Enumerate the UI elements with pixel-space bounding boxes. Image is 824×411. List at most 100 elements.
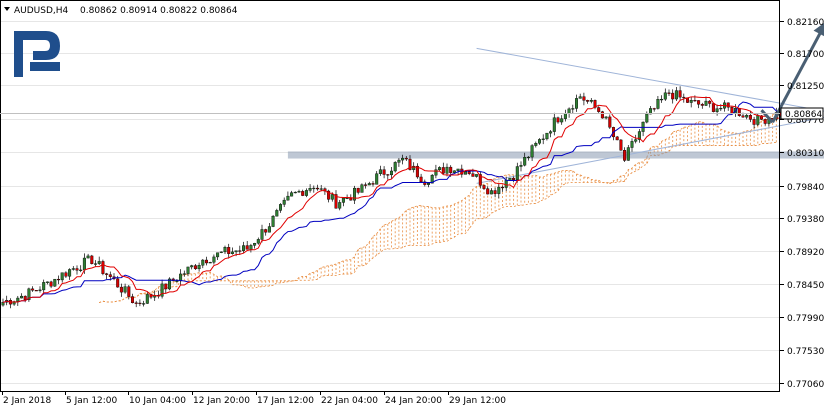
candle-bull — [271, 214, 275, 228]
candle-body — [249, 245, 253, 250]
candle-body — [38, 289, 42, 291]
candle-bull — [715, 104, 719, 116]
x-tick-label: 29 Jan 12:00 — [449, 396, 506, 406]
candle-body — [649, 108, 653, 115]
candle-body — [123, 286, 127, 293]
candle-bull — [575, 94, 579, 112]
candle-bull — [182, 270, 186, 277]
candle-bear — [204, 256, 208, 266]
candle-body — [349, 197, 353, 201]
candle-body — [79, 269, 83, 271]
candle-body — [538, 139, 542, 144]
candle-body — [71, 268, 75, 270]
candle-bull — [160, 279, 164, 299]
chart-header: AUDUSD,H4 0.80862 0.80914 0.80822 0.8086… — [4, 6, 238, 16]
candle-bear — [608, 114, 612, 129]
candle-body — [223, 246, 227, 253]
candle-body — [645, 113, 649, 123]
candle-body — [97, 261, 101, 264]
candle-bull — [241, 241, 245, 254]
candle-body — [190, 265, 194, 268]
candle-bull — [401, 154, 405, 165]
candle-body — [101, 261, 105, 274]
candle-body — [471, 173, 475, 177]
candle-body — [197, 265, 201, 270]
candle-body — [64, 272, 68, 277]
candle-body — [393, 162, 397, 172]
candle-bull — [704, 96, 708, 106]
candle-bull — [637, 129, 641, 143]
triangle-down-icon[interactable] — [4, 7, 10, 11]
kijun-sen-line — [2, 101, 781, 304]
candle-body — [31, 288, 35, 291]
candle-body — [478, 174, 482, 186]
candle-bear — [700, 102, 704, 109]
candle-body — [138, 302, 142, 305]
candle-body — [445, 166, 449, 174]
candle-body — [615, 136, 619, 141]
candle-bear — [334, 190, 338, 209]
candle-body — [678, 90, 682, 98]
candle-body — [397, 159, 401, 163]
candle-bear — [423, 179, 427, 187]
candle-body — [234, 250, 238, 253]
candle-body — [711, 103, 715, 112]
x-tick-label: 22 Jan 04:00 — [321, 396, 378, 406]
candle-body — [756, 115, 760, 125]
candle-body — [256, 239, 260, 244]
candle-bull — [282, 197, 286, 208]
candle-bull — [538, 138, 542, 145]
forecast-up-leg — [771, 30, 823, 123]
candle-body — [282, 199, 286, 205]
candle-bull — [286, 191, 290, 201]
candle-body — [619, 139, 623, 151]
candle-body — [371, 183, 375, 185]
candle-body — [186, 266, 190, 274]
candle-bull — [427, 182, 431, 188]
candle-bull — [79, 265, 83, 273]
candle-body — [704, 100, 708, 106]
triangle-upper-line — [476, 47, 824, 112]
candle-bear — [90, 254, 94, 265]
candle-body — [212, 256, 216, 263]
candle-bear — [75, 265, 79, 275]
candle-bear — [419, 173, 423, 183]
candle-bear — [301, 189, 305, 197]
candle-body — [308, 188, 312, 191]
candle-body — [279, 204, 283, 211]
candle-bull — [253, 242, 257, 249]
candle-bear — [371, 180, 375, 187]
candle-bear — [682, 93, 686, 103]
candle-bull — [393, 161, 397, 173]
candle-body — [105, 273, 109, 275]
candle-body — [401, 157, 405, 161]
candle-bear — [101, 259, 105, 276]
indicator-lines — [2, 96, 781, 304]
candle-bear — [582, 92, 586, 106]
candle-bear — [408, 155, 412, 171]
candle-body — [730, 106, 734, 114]
candle-body — [427, 182, 431, 185]
candle-body — [93, 263, 97, 265]
candle-body — [86, 255, 90, 259]
candle-body — [49, 281, 53, 287]
candle-body — [674, 90, 678, 100]
candle-body — [586, 100, 590, 102]
candle-bull — [534, 141, 538, 148]
y-tick-label: 0.79380 — [787, 215, 824, 225]
candle-bull — [663, 88, 667, 101]
candle-body — [597, 107, 601, 112]
candle-body — [582, 96, 586, 101]
candle-bull — [497, 183, 501, 199]
candle-body — [549, 131, 553, 134]
candle-body — [367, 183, 371, 186]
candle-bull — [219, 251, 223, 254]
candle-bear — [193, 264, 197, 271]
candle-bear — [382, 166, 386, 179]
candle-body — [364, 184, 368, 186]
candle-body — [12, 301, 16, 305]
candle-bull — [578, 93, 582, 99]
candle-bull — [27, 287, 31, 302]
candle-body — [42, 282, 46, 291]
